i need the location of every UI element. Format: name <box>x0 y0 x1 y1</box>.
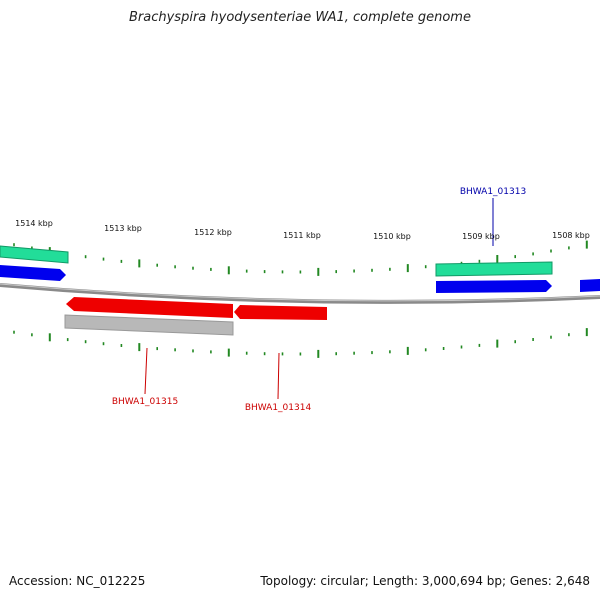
map-title: Brachyspira hyodysenteriae WA1, complete… <box>129 10 471 25</box>
kbp-label-1512: 1512 kbp <box>194 228 232 237</box>
gene-label-bhwa1-01314[interactable]: BHWA1_01314 <box>245 403 312 413</box>
kbp-label-1513: 1513 kbp <box>104 224 142 233</box>
inner-tick-track <box>13 328 588 358</box>
reverse-gene-bhwa1-01315[interactable] <box>66 297 233 318</box>
gene-label-bhwa1-01313[interactable]: BHWA1_01313 <box>460 187 526 197</box>
kbp-label-1514: 1514 kbp <box>15 219 53 228</box>
forward-gene-green-left[interactable] <box>0 245 69 264</box>
forward-gene-blue-edge[interactable] <box>580 279 600 292</box>
label-line-bhwa1-01314 <box>277 352 280 400</box>
kbp-label-1508: 1508 kbp <box>552 231 590 240</box>
gene-label-bhwa1-01315[interactable]: BHWA1_01315 <box>112 397 178 407</box>
reverse-gene-gray[interactable] <box>64 314 234 336</box>
forward-gene-blue-right[interactable] <box>436 280 552 293</box>
kbp-label-1511: 1511 kbp <box>283 231 321 240</box>
forward-gene-bhwa1-01313[interactable] <box>435 261 553 277</box>
reverse-gene-bhwa1-01314[interactable] <box>234 305 327 320</box>
kbp-label-1509: 1509 kbp <box>462 232 500 241</box>
forward-gene-blue-left[interactable] <box>0 265 66 281</box>
kbp-label-1510: 1510 kbp <box>373 232 411 241</box>
label-line-bhwa1-01315 <box>144 347 148 395</box>
genome-backbone-highlight <box>0 283 600 302</box>
genome-backbone <box>0 283 600 304</box>
topology-text: Topology: circular; Length: 3,000,694 bp… <box>260 574 590 588</box>
accession-text: Accession: NC_012225 <box>9 574 146 588</box>
